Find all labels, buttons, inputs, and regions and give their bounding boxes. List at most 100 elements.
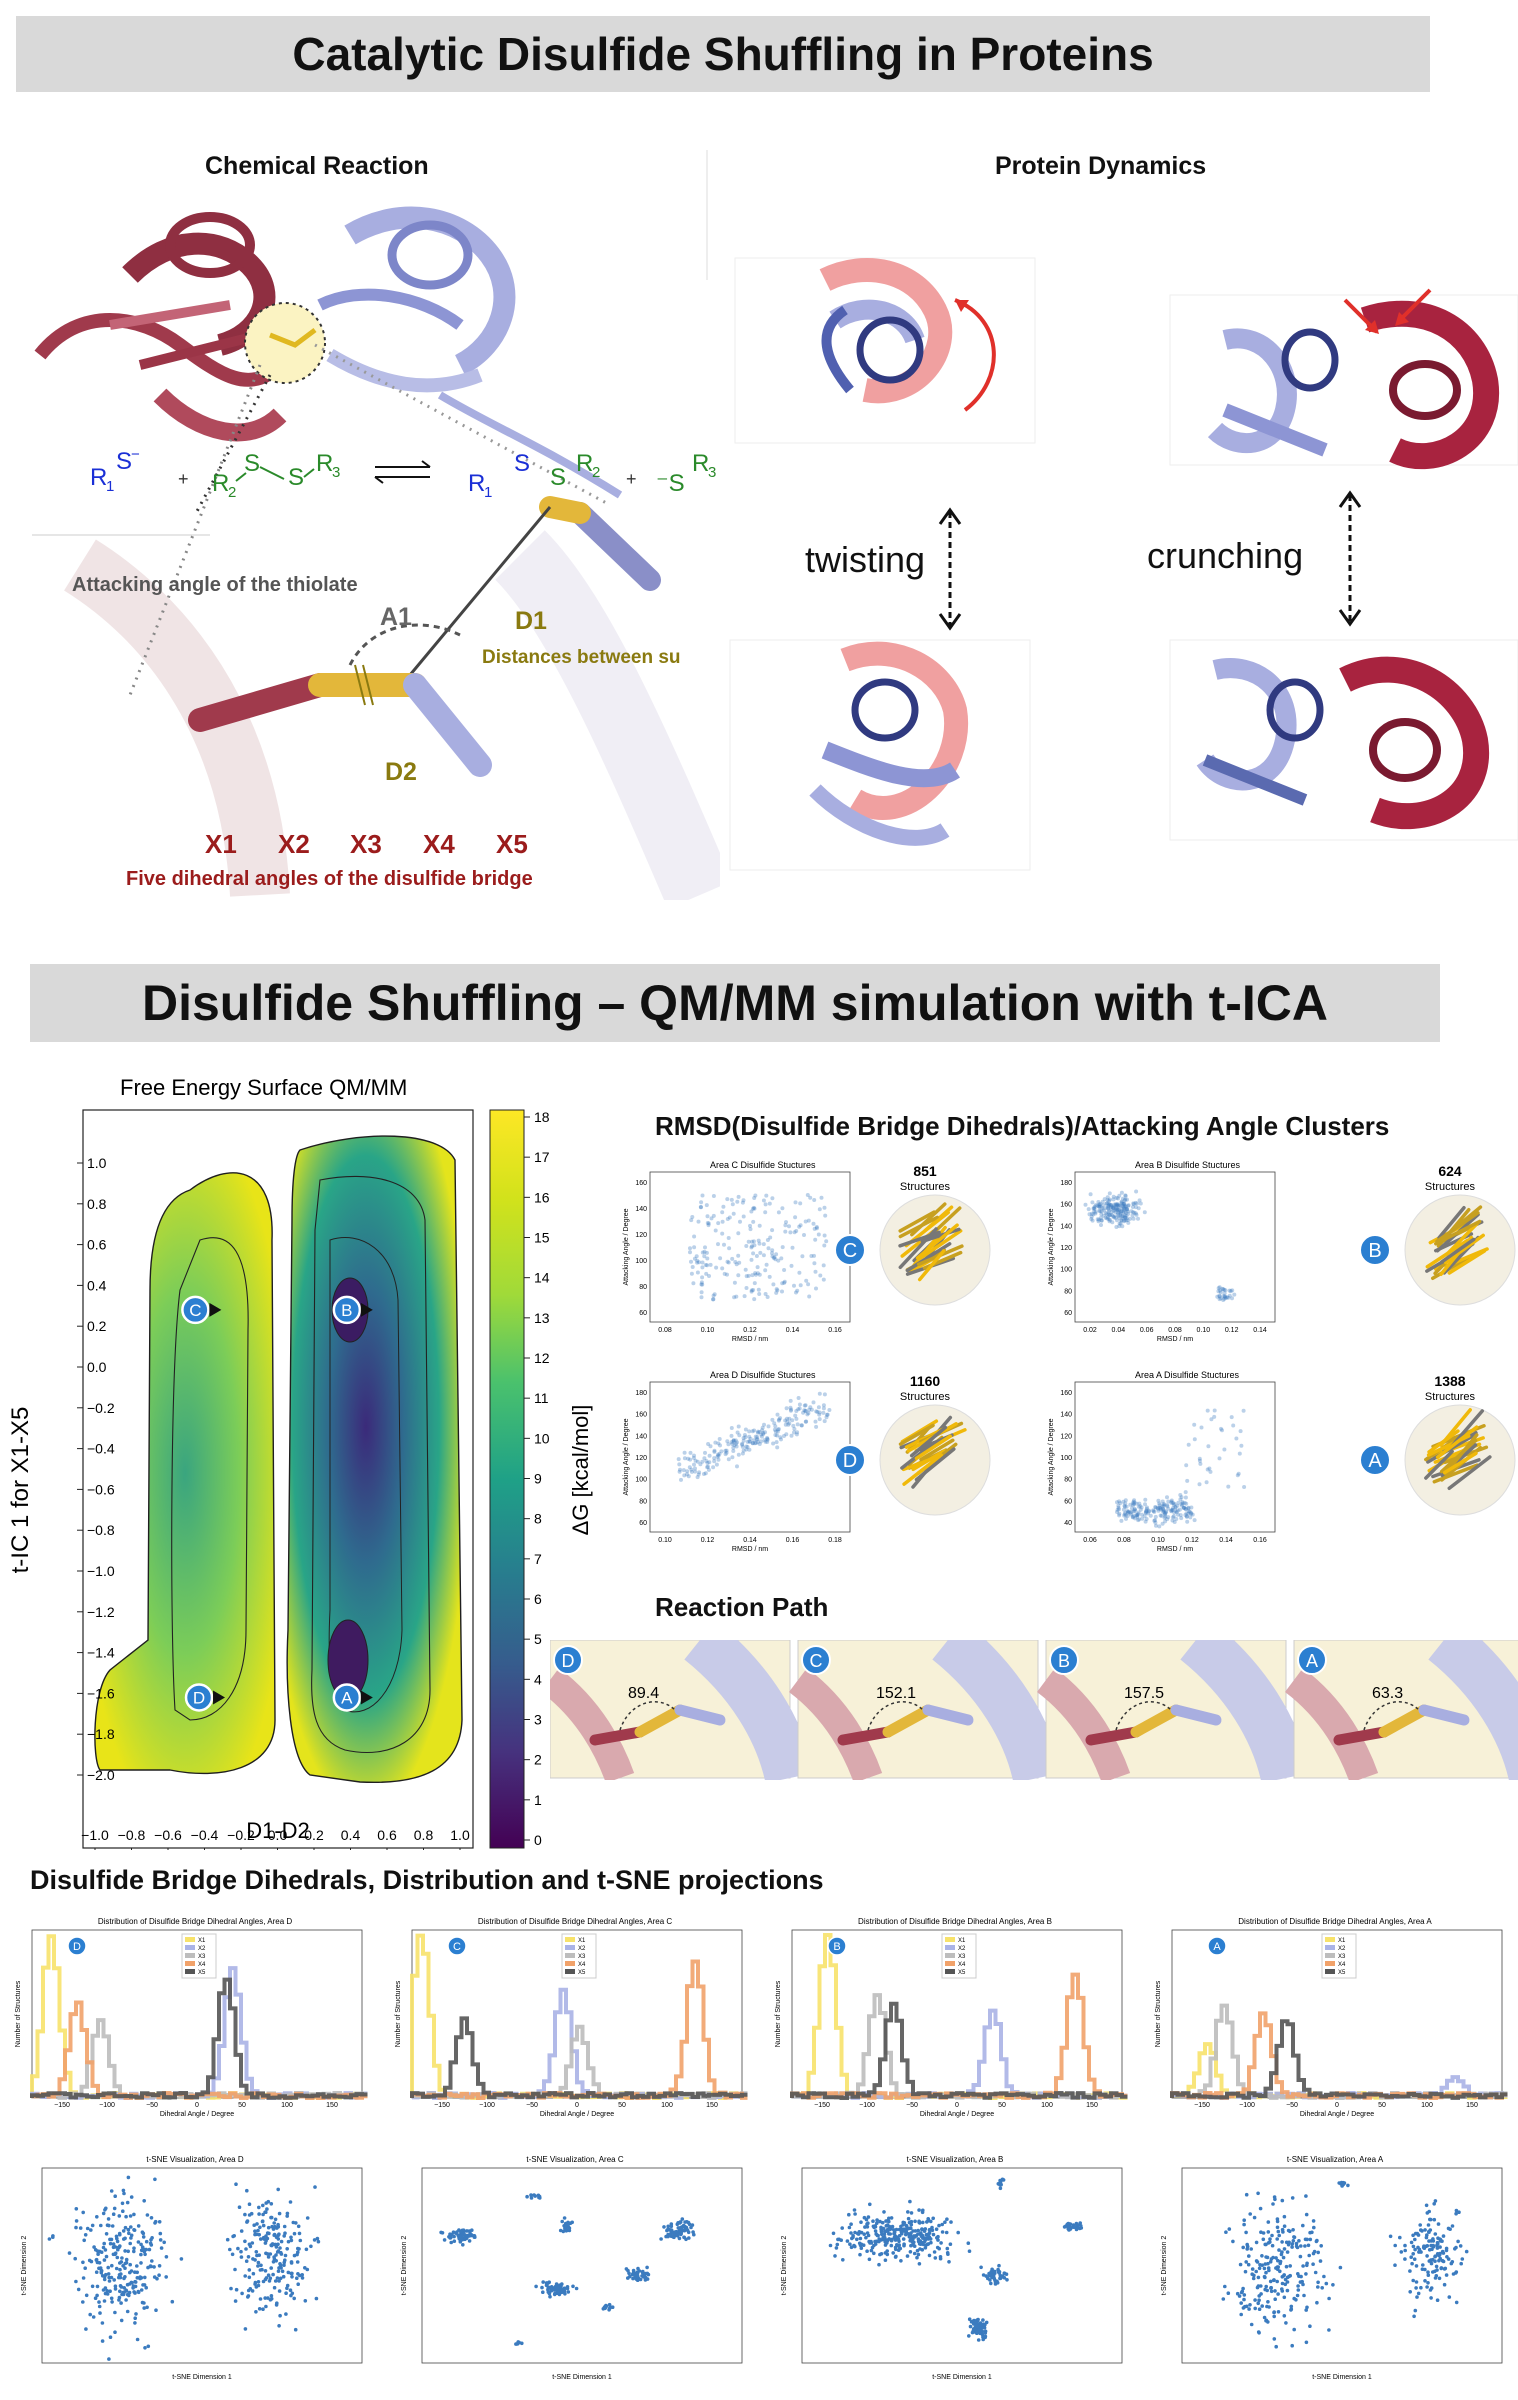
cluster-point bbox=[806, 1282, 811, 1287]
histogram-legend-label: X4 bbox=[958, 1962, 966, 1968]
tsne-point bbox=[259, 2263, 263, 2268]
cluster-point bbox=[1115, 1212, 1120, 1217]
tsne-point bbox=[1427, 2229, 1431, 2234]
tsne-point bbox=[157, 2273, 161, 2277]
cluster-point bbox=[1162, 1515, 1167, 1520]
reaction-path-stick-lavender bbox=[1170, 1704, 1222, 1726]
tsne-point bbox=[82, 2238, 86, 2243]
tsne-point bbox=[992, 2269, 996, 2274]
cluster-xtick: 0.12 bbox=[1225, 1327, 1239, 1334]
cluster-point bbox=[776, 1427, 780, 1432]
histogram-xtick: 50 bbox=[998, 2102, 1006, 2109]
tsne-point bbox=[108, 2237, 112, 2242]
tsne-point bbox=[291, 2220, 296, 2225]
histogram-legend-swatch bbox=[1325, 1961, 1335, 1966]
cluster-point bbox=[774, 1287, 779, 1292]
cluster-point bbox=[1164, 1509, 1169, 1514]
cluster-ytick: 100 bbox=[1060, 1455, 1072, 1462]
cluster-point bbox=[1116, 1505, 1121, 1510]
tsne-point bbox=[158, 2238, 163, 2242]
histogram-xtick: −100 bbox=[1239, 2102, 1255, 2109]
cluster-point bbox=[1110, 1205, 1115, 1210]
cluster-point bbox=[744, 1444, 749, 1449]
cluster-point bbox=[1086, 1207, 1091, 1212]
tsne-point bbox=[1244, 2230, 1248, 2235]
cluster-point bbox=[1156, 1498, 1161, 1503]
tsne-point bbox=[67, 2251, 72, 2255]
tsne-point bbox=[1417, 2247, 1422, 2252]
cluster-point bbox=[798, 1223, 803, 1228]
svg-text:2: 2 bbox=[592, 464, 600, 481]
cluster-point bbox=[754, 1254, 759, 1258]
tsne-point bbox=[269, 2266, 274, 2270]
tsne-point bbox=[303, 2299, 308, 2303]
tsne-point bbox=[81, 2260, 85, 2265]
cluster-point bbox=[758, 1250, 763, 1255]
tsne-point bbox=[1425, 2211, 1430, 2215]
cluster-point bbox=[1126, 1509, 1131, 1514]
cluster-label-circle bbox=[834, 1234, 866, 1266]
tsne-point bbox=[1444, 2273, 1449, 2277]
cluster-point bbox=[1171, 1502, 1176, 1507]
cluster-ensemble-stick bbox=[1440, 1237, 1476, 1264]
tsne-point bbox=[906, 2226, 911, 2231]
cluster-point bbox=[1130, 1205, 1135, 1209]
tsne-point bbox=[989, 2270, 993, 2274]
tsne-point bbox=[133, 2321, 137, 2325]
tsne-point bbox=[565, 2286, 570, 2291]
tsne-point bbox=[1314, 2239, 1319, 2244]
cluster-point bbox=[1161, 1507, 1166, 1512]
fes-marker-a: A bbox=[332, 1683, 373, 1712]
tsne-point bbox=[841, 2258, 845, 2262]
cluster-point bbox=[1158, 1513, 1163, 1518]
cluster-point bbox=[700, 1275, 705, 1280]
tsne-point bbox=[1308, 2237, 1313, 2242]
tsne-point bbox=[686, 2220, 691, 2225]
cluster-point bbox=[1148, 1513, 1153, 1518]
tsne-point bbox=[1435, 2298, 1440, 2302]
cluster-xtick: 0.16 bbox=[1253, 1537, 1267, 1544]
tsne-point bbox=[288, 2288, 293, 2292]
histogram-area-badge bbox=[447, 1936, 467, 1956]
cluster-ytick: 60 bbox=[1064, 1498, 1072, 1505]
svg-text:2: 2 bbox=[228, 484, 236, 501]
histogram-xtick: −50 bbox=[1286, 2102, 1298, 2109]
cluster-point bbox=[1132, 1502, 1136, 1507]
cluster-point bbox=[763, 1439, 768, 1444]
cluster-point bbox=[1124, 1207, 1129, 1212]
tsne-point bbox=[144, 2285, 148, 2290]
cluster-point bbox=[695, 1260, 700, 1265]
cluster-point bbox=[794, 1290, 798, 1295]
cluster-point bbox=[1232, 1292, 1237, 1297]
tsne-point bbox=[864, 2235, 868, 2240]
cluster-point bbox=[729, 1426, 734, 1430]
cluster-point bbox=[800, 1254, 805, 1259]
cluster-point bbox=[1138, 1507, 1143, 1512]
tsne-point bbox=[103, 2286, 108, 2290]
cluster-point bbox=[1092, 1204, 1097, 1209]
tsne-point bbox=[303, 2266, 307, 2270]
cluster-point bbox=[1166, 1499, 1171, 1504]
tsne-point bbox=[1416, 2291, 1421, 2296]
tsne-point bbox=[1256, 2275, 1261, 2280]
cluster-point bbox=[700, 1459, 705, 1464]
tsne-point bbox=[1275, 2225, 1280, 2230]
tsne-point bbox=[1315, 2300, 1319, 2305]
tsne-point bbox=[470, 2228, 474, 2232]
twisting-top-protein bbox=[819, 258, 996, 412]
tsne-point bbox=[908, 2238, 913, 2243]
cluster-ytick: 160 bbox=[635, 1180, 647, 1187]
cluster-point bbox=[1231, 1423, 1236, 1428]
fes-xtick-label: 0.0 bbox=[268, 1827, 288, 1843]
cluster-point bbox=[802, 1408, 807, 1413]
cluster-point bbox=[1154, 1523, 1158, 1528]
histogram-xtick: 100 bbox=[1041, 2102, 1053, 2109]
tsne-point bbox=[908, 2199, 912, 2204]
tsne-point bbox=[547, 2291, 552, 2296]
tsne-point bbox=[142, 2301, 146, 2305]
cluster-point bbox=[812, 1253, 816, 1258]
cluster-point bbox=[741, 1214, 746, 1219]
cluster-ytick: 80 bbox=[639, 1284, 647, 1291]
cluster-point bbox=[1184, 1514, 1189, 1519]
cluster-point bbox=[1171, 1514, 1176, 1519]
